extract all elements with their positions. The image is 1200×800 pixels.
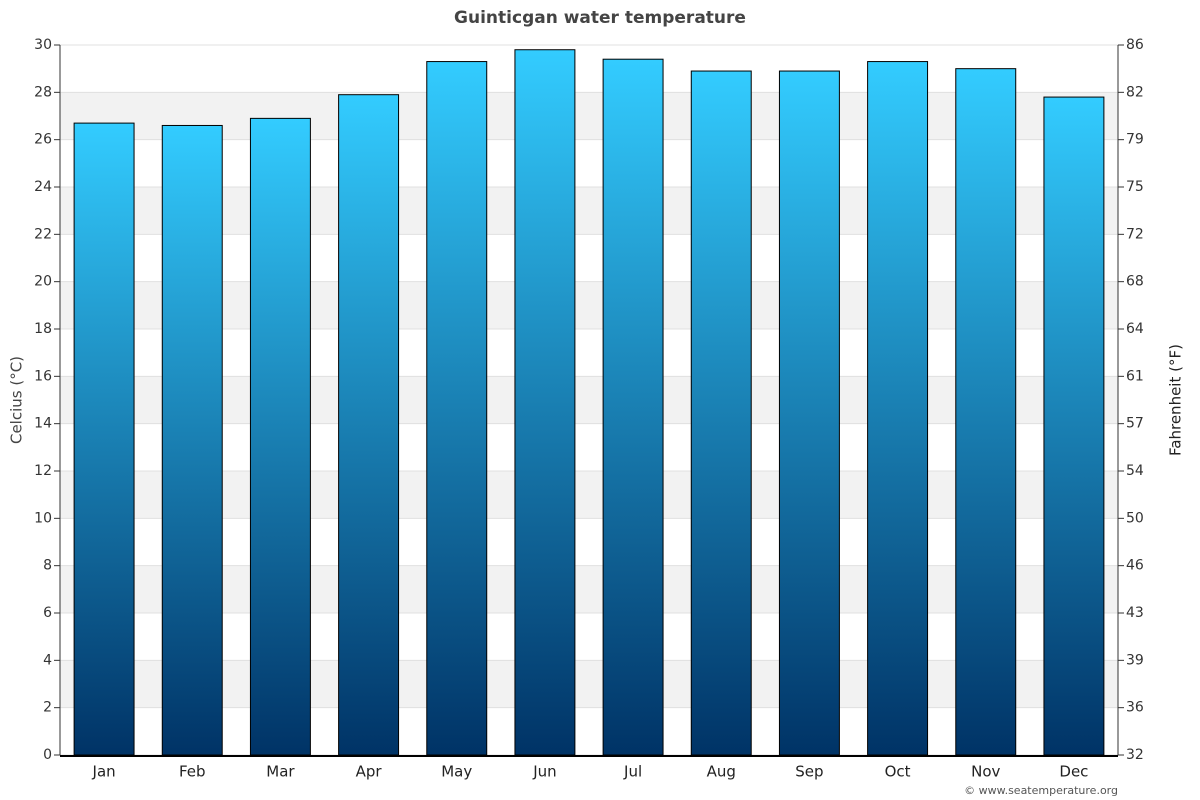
bar xyxy=(778,70,840,756)
x-tick-label: Sep xyxy=(795,763,823,781)
bar xyxy=(426,61,488,756)
y2-tick-label: 79 xyxy=(1126,132,1144,148)
credit: © www.seatemperature.org xyxy=(964,784,1118,797)
y2-tick-label: 32 xyxy=(1126,747,1144,763)
x-tick-label: Aug xyxy=(707,763,736,781)
bar xyxy=(161,124,223,756)
y-tick-label: 14 xyxy=(34,416,52,432)
y2-tick-label: 54 xyxy=(1126,463,1144,479)
grid-band xyxy=(60,187,1118,235)
x-tick-label: Feb xyxy=(179,763,206,781)
grid-band xyxy=(60,471,1118,519)
x-tick-label: Jan xyxy=(92,763,116,781)
y2-tick-label: 82 xyxy=(1126,84,1144,100)
bar xyxy=(867,61,929,756)
bar xyxy=(1043,96,1105,756)
x-tick-label: Mar xyxy=(266,763,295,781)
y2-axis-title: Fahrenheit (°F) xyxy=(1167,344,1185,456)
y2-tick-label: 36 xyxy=(1126,700,1144,716)
grid-band xyxy=(60,565,1118,613)
y2-tick-label: 72 xyxy=(1126,226,1144,242)
y2-tick-label: 46 xyxy=(1126,558,1144,574)
y-tick-label: 28 xyxy=(34,84,52,100)
y2-tick-label: 43 xyxy=(1126,605,1144,621)
bar xyxy=(690,70,752,756)
y-tick-label: 2 xyxy=(43,700,52,716)
x-tick-label: May xyxy=(441,763,472,781)
y-tick-label: 6 xyxy=(43,605,52,621)
y-tick-label: 0 xyxy=(43,747,52,763)
grid-band xyxy=(60,376,1118,424)
y2-tick-label: 68 xyxy=(1126,274,1144,290)
grid-band xyxy=(60,92,1118,140)
y-tick-label: 24 xyxy=(34,179,52,195)
bar xyxy=(514,49,576,756)
chart-title: Guinticgan water temperature xyxy=(454,8,746,28)
y2-tick-label: 39 xyxy=(1126,652,1144,668)
y-tick-label: 20 xyxy=(34,274,52,290)
x-tick-label: Apr xyxy=(356,763,383,781)
y-tick-label: 12 xyxy=(34,463,52,479)
x-tick-label: Jul xyxy=(623,763,642,781)
y-tick-label: 18 xyxy=(34,321,52,337)
x-tick-label: Nov xyxy=(971,763,1000,781)
x-tick-label: Dec xyxy=(1059,763,1088,781)
x-tick-label: Oct xyxy=(885,763,911,781)
bar xyxy=(249,117,311,756)
bar xyxy=(955,68,1017,756)
y2-tick-label: 50 xyxy=(1126,510,1144,526)
y2-tick-label: 61 xyxy=(1126,368,1144,384)
bar xyxy=(602,58,664,756)
y2-tick-label: 64 xyxy=(1126,321,1144,337)
y-tick-label: 30 xyxy=(34,37,52,53)
bar xyxy=(73,122,135,756)
grid-band xyxy=(60,660,1118,708)
y-axis-title: Celcius (°C) xyxy=(8,356,26,444)
y-tick-label: 26 xyxy=(34,132,52,148)
x-tick-label: Jun xyxy=(532,763,556,781)
y-tick-label: 10 xyxy=(34,510,52,526)
y2-tick-label: 57 xyxy=(1126,416,1144,432)
bar xyxy=(338,94,400,756)
y-tick-label: 22 xyxy=(34,226,52,242)
y2-tick-label: 86 xyxy=(1126,37,1144,53)
y2-tick-label: 75 xyxy=(1126,179,1144,195)
y-tick-label: 8 xyxy=(43,558,52,574)
y-tick-label: 4 xyxy=(43,652,52,668)
y-tick-label: 16 xyxy=(34,368,52,384)
grid-band xyxy=(60,281,1118,329)
